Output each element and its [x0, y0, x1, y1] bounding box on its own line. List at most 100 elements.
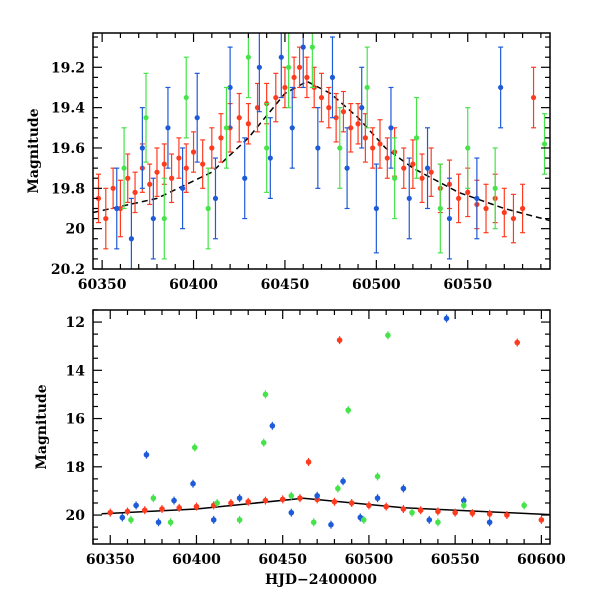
top-y-tick-label-0: 19.2: [51, 60, 85, 76]
bottom-series-2-point-1: [150, 495, 157, 501]
bottom-y-tick-label-4: 20: [66, 508, 86, 524]
bottom-series-0-point-24: [486, 511, 493, 517]
top-series-1-point-21: [406, 195, 412, 202]
bottom-series-0-point-2: [141, 507, 148, 514]
top-series-0-point-33: [355, 121, 361, 127]
top-x-tick-label-3: 60500: [352, 277, 401, 293]
bottom-y-tick-label-1: 14: [66, 363, 86, 379]
bottom-series-2-point-11: [345, 407, 352, 413]
bottom-series-1-point-16: [426, 517, 433, 523]
top-series-0-point-16: [218, 135, 224, 141]
top-series-0-point-11: [176, 155, 182, 161]
top-series-1-point-23: [446, 215, 453, 222]
bottom-x-axis-label: HJD−2400000: [265, 572, 377, 588]
top-plot-area: [93, 33, 550, 269]
bottom-series-1-point-0: [119, 514, 126, 521]
top-series-1-point-20: [388, 125, 394, 131]
top-series-0-point-10: [169, 175, 175, 181]
bottom-x-tick-label-1: 60400: [172, 552, 221, 568]
top-panel: 60350 60400 60450 60500 60550 19.2 19.4 19.6 19.…: [26, 32, 551, 293]
top-series-0-point-31: [340, 109, 347, 115]
top-series-0-point-4: [125, 175, 131, 181]
bottom-series-2-point-5: [236, 517, 243, 523]
bottom-plot-frame: [92, 309, 551, 545]
bottom-series-2-point-18: [521, 502, 527, 509]
top-series-2-point-13: [413, 135, 420, 141]
bottom-series-1-point-12: [340, 478, 346, 485]
bottom-y-tick-label-2: 16: [66, 412, 85, 428]
bottom-series-2-point-16: [435, 519, 441, 526]
top-x-tick-label-4: 60550: [443, 277, 492, 293]
bottom-series-1-point-10: [314, 492, 320, 499]
top-series-1-point-17: [344, 165, 350, 171]
bottom-series-1-point-5: [190, 480, 196, 487]
top-series-0-point-19: [245, 121, 251, 127]
bottom-series-0-point-11: [297, 495, 303, 501]
bottom-x-tick-label-2: 60450: [258, 552, 307, 568]
top-series-1-point-3: [150, 215, 156, 222]
top-series-2-point-2: [161, 215, 167, 222]
bottom-series-1-point-8: [269, 422, 276, 429]
top-series-2-point-17: [541, 141, 548, 147]
top-series-1-point-8: [227, 84, 233, 91]
top-series-2-point-7: [264, 145, 270, 151]
top-series-0-point-7: [147, 181, 153, 187]
top-series-0-point-51: [510, 215, 517, 222]
top-series-2-point-1: [143, 115, 149, 121]
top-series-1-point-0: [114, 205, 120, 212]
bottom-series-0-point-14: [331, 498, 338, 505]
bottom-series-2-point-13: [374, 473, 381, 480]
bottom-series-1-point-1: [133, 502, 139, 509]
bottom-series-2-point-7: [262, 391, 269, 398]
top-series-0-point-12: [183, 165, 189, 171]
top-series-0-point-0: [95, 195, 102, 202]
bottom-series-2-point-9: [310, 519, 317, 526]
bottom-series-0-point-17: [366, 502, 372, 509]
top-series-0-point-36: [377, 141, 383, 147]
bottom-axes: 60350 60400 60450 60500 60550 60600 12 14 16 18 20: [66, 309, 566, 568]
bottom-series-0-point-16: [348, 500, 355, 506]
top-series-2-point-6: [245, 54, 251, 60]
top-series-0-point-23: [282, 84, 288, 91]
bottom-series-2-point-3: [191, 444, 198, 451]
bottom-series-0-point-3: [159, 506, 165, 512]
bottom-series-0-point-21: [435, 508, 441, 515]
bottom-series-0-point-7: [228, 500, 234, 506]
top-series-1-point-14: [300, 44, 306, 50]
top-series-2-point-16: [492, 185, 498, 191]
top-y-tick-label-2: 19.6: [51, 141, 85, 157]
bottom-x-tick-label-4: 60550: [431, 552, 480, 568]
top-series-0-point-48: [483, 205, 489, 212]
bottom-series-1-point-14: [374, 495, 381, 501]
top-y-tick-label-5: 20.2: [51, 262, 85, 278]
top-series-0-point-5: [132, 189, 138, 195]
top-series-2-point-14: [437, 205, 443, 212]
top-series-1-point-6: [194, 115, 200, 121]
top-series-0-point-40: [410, 161, 416, 167]
bottom-series-1-point-18: [460, 497, 467, 504]
top-series-2-point-15: [465, 145, 471, 151]
top-series-1-point-2: [139, 145, 145, 151]
bottom-panel: 60350 60400 60450 60500 60550 60600 12 14 16 18 20…: [34, 309, 566, 588]
bottom-x-tick-label-0: 60350: [86, 552, 135, 568]
bottom-series-0-point-10: [279, 496, 286, 503]
top-series-1-point-7: [212, 195, 219, 202]
top-series-1-point-10: [256, 64, 262, 70]
top-x-tick-label-0: 60350: [78, 277, 127, 293]
top-series-0-point-46: [465, 189, 471, 195]
bottom-series-1-point-17: [443, 315, 450, 322]
top-series-0-point-30: [333, 115, 339, 121]
bottom-series-0-point-27: [538, 517, 545, 523]
top-series-0-point-2: [110, 185, 116, 191]
bottom-series-0-point-4: [176, 505, 183, 511]
top-series-0-point-41: [419, 175, 425, 181]
top-series-2-point-9: [309, 44, 315, 50]
top-x-tick-label-2: 60450: [261, 277, 310, 293]
bottom-x-tick-label-5: 60600: [517, 552, 566, 568]
top-series-0-point-50: [501, 209, 507, 216]
top-series-0-point-25: [296, 64, 303, 70]
bottom-series-2-point-10: [335, 485, 341, 492]
top-series-0-point-9: [161, 161, 167, 167]
bottom-series-2-point-6: [260, 439, 267, 446]
top-series-1-point-15: [315, 145, 321, 151]
